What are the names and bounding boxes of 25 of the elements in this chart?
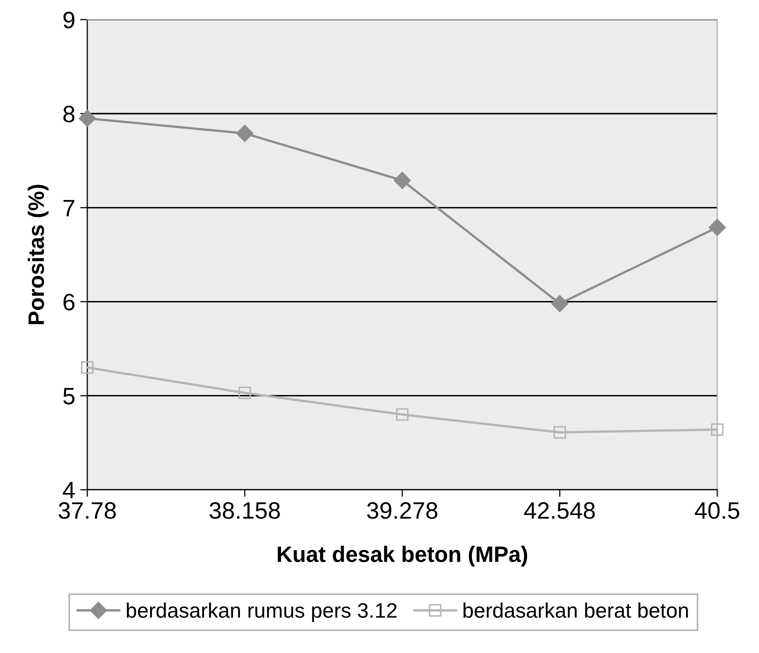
point bbox=[238, 386, 252, 400]
point bbox=[554, 426, 566, 439]
point bbox=[78, 110, 96, 127]
point bbox=[396, 408, 409, 421]
x-tick-label: 40.5 bbox=[694, 502, 740, 519]
x-tick-label: 37.78 bbox=[58, 502, 116, 519]
point bbox=[394, 172, 411, 189]
point bbox=[551, 295, 568, 312]
x-axis-title: Kuat desak beton (MPa) bbox=[278, 546, 528, 567]
x-tick-label: 38.158 bbox=[210, 502, 280, 519]
x-tick-label: 42.548 bbox=[524, 502, 595, 519]
point bbox=[236, 124, 254, 142]
y-tick-label: 6 bbox=[64, 294, 74, 310]
y-tick-label: 5 bbox=[63, 388, 74, 405]
legend-label: berdasarkan rumus pers 3.12 bbox=[126, 602, 397, 622]
y-axis-title: Porositas (%) bbox=[28, 184, 48, 324]
x-tick-label: 39.278 bbox=[367, 502, 438, 519]
y-tick-label: 9 bbox=[63, 12, 74, 28]
point bbox=[708, 218, 726, 236]
y-tick-label: 7 bbox=[64, 200, 74, 216]
y-tick-label: 4 bbox=[62, 482, 75, 498]
legend-label: berdasarkan berat beton bbox=[464, 602, 688, 618]
point bbox=[711, 423, 724, 436]
point bbox=[81, 361, 94, 374]
y-tick-label: 8 bbox=[63, 106, 74, 122]
